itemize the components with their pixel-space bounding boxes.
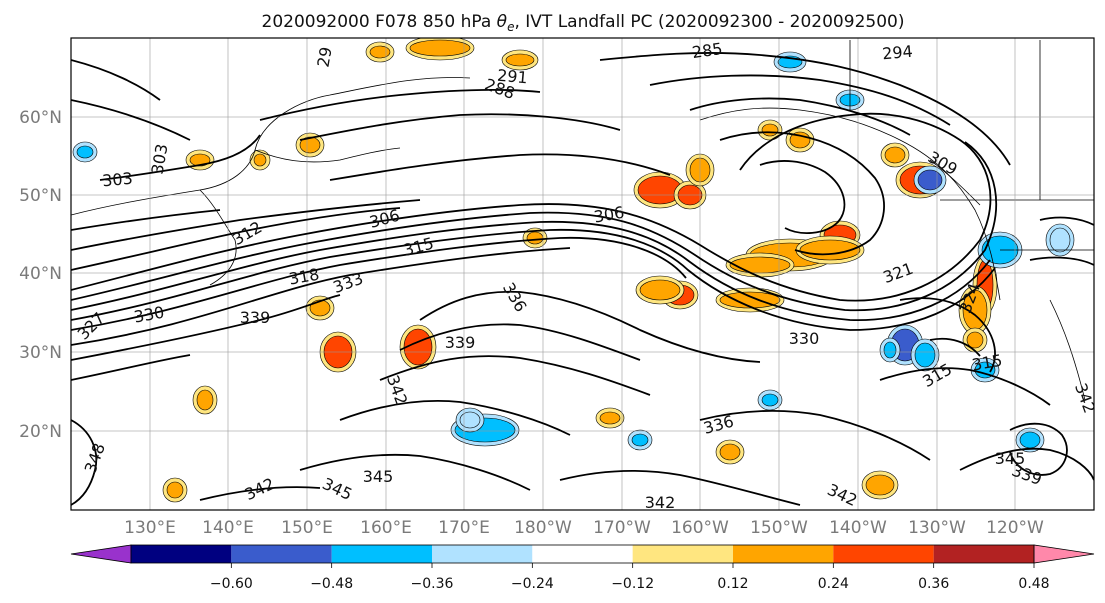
colorbar-tick-label: 0.24 (818, 576, 849, 592)
lat-tick-label: 60°N (19, 108, 62, 128)
anomaly-patch (166, 481, 184, 499)
contour-label: 339 (240, 308, 271, 327)
gridlines (71, 38, 1094, 510)
title-prefix: 2020092000 F078 850 hPa (262, 12, 497, 32)
contour-label: 330 (789, 329, 820, 348)
colorbar-tick-label: −0.36 (411, 576, 454, 592)
lat-tick-label: 20°N (19, 422, 62, 442)
contour-label: 294 (881, 42, 913, 64)
anomaly-patch (639, 279, 681, 301)
colorbar-segment (131, 545, 232, 563)
map-frame (70, 37, 1095, 511)
contour-label: 339 (445, 333, 476, 352)
longitude-labels: 130°E 140°E 150°E 160°E 170°E 180°W 170°W 160°W… (124, 518, 1044, 538)
lon-tick-label: 160°E (360, 518, 412, 538)
anomaly-patch (761, 393, 779, 407)
anomaly-patch (1019, 431, 1041, 449)
anomaly-patch (865, 474, 895, 496)
colorbar-segment (933, 545, 1034, 563)
anomaly-patch (966, 331, 984, 349)
title-suffix: , IVT Landfall PC (2020092300 - 20200925… (514, 12, 904, 32)
anomaly-patch (189, 153, 211, 167)
colorbar-segment (632, 545, 733, 563)
colorbar-segment (432, 545, 533, 563)
contour-label: 285 (691, 39, 724, 62)
colorbar-segment (331, 545, 432, 563)
anomaly-patch (883, 341, 897, 359)
contour-label: 345 (363, 467, 394, 486)
anomaly-patch (409, 39, 471, 57)
anomaly-patch (719, 443, 741, 461)
anomaly-patch (974, 361, 996, 379)
lon-tick-label: 140°W (829, 518, 887, 538)
coastlines (71, 40, 1094, 401)
colorbar-tick-label: 0.36 (918, 576, 949, 592)
lon-tick-label: 130°E (124, 518, 176, 538)
anomaly-patch (526, 231, 544, 245)
anomaly-patch (403, 328, 433, 366)
latitude-labels: 60°N 50°N 40°N 30°N 20°N (19, 108, 62, 442)
colorbar-tick-label: −0.48 (310, 576, 353, 592)
anomaly-shading (72, 38, 1075, 503)
anomaly-patch (309, 299, 331, 317)
colorbar-tick-label: 0.12 (717, 576, 748, 592)
lon-tick-label: 120°W (986, 518, 1044, 538)
lon-tick-label: 180°W (514, 518, 572, 538)
anomaly-patch (761, 123, 779, 137)
figure-title: 2020092000 F078 850 hPa θe, IVT Landfall… (262, 12, 905, 34)
anomaly-patch (76, 145, 94, 159)
colorbar-segment (231, 545, 332, 563)
anomaly-patch (729, 256, 791, 274)
colorbar-tick-label: −0.24 (511, 576, 554, 592)
lon-tick-label: 150°E (281, 518, 333, 538)
colorbar-outline (130, 544, 1035, 564)
theta-e-contours (71, 52, 1094, 506)
lat-tick-label: 50°N (19, 186, 62, 206)
colorbar-segment (532, 545, 633, 563)
colorbar-tick-label: 0.48 (1018, 576, 1049, 592)
anomaly-patch (917, 169, 943, 191)
anomaly-patch (299, 136, 321, 154)
lon-tick-label: 170°E (438, 518, 490, 538)
colorbar: −0.60 −0.48 −0.36 −0.24 −0.12 0.12 0.24 0.36 0.4… (70, 544, 1095, 592)
colorbar-tick-label: −0.60 (210, 576, 253, 592)
title-theta: θ (497, 12, 508, 32)
anomaly-patch (799, 239, 861, 261)
anomaly-patch (253, 153, 267, 167)
contour-label: 342 (645, 493, 676, 512)
colorbar-extend-high (1033, 544, 1095, 564)
map-background (71, 38, 1094, 510)
anomaly-patch (196, 389, 214, 411)
lat-tick-label: 30°N (19, 343, 62, 363)
anomaly-patch (1049, 227, 1071, 253)
anomaly-patch (914, 342, 936, 368)
contour-label: 303 (101, 169, 133, 191)
lon-tick-label: 160°W (671, 518, 729, 538)
lon-tick-label: 150°W (750, 518, 808, 538)
anomaly-patch (884, 146, 906, 164)
lon-tick-label: 140°E (202, 518, 254, 538)
anomaly-patch (631, 433, 649, 447)
colorbar-extend-low (70, 544, 132, 564)
anomaly-patch (719, 291, 781, 309)
lat-tick-label: 40°N (19, 264, 62, 284)
anomaly-patch (599, 411, 621, 425)
title-subscript: e (507, 20, 514, 34)
contour-label: 345 (995, 449, 1026, 468)
contour-label: 291 (496, 66, 528, 88)
anomaly-patch (505, 53, 535, 67)
anomaly-patch (369, 45, 391, 59)
colorbar-segment (733, 545, 834, 563)
lon-tick-label: 130°W (908, 518, 966, 538)
lon-tick-label: 170°W (593, 518, 651, 538)
colorbar-segment (833, 545, 934, 563)
colorbar-tick-label: −0.12 (611, 576, 654, 592)
anomaly-patch (459, 411, 481, 429)
contour-label: 29 (313, 45, 335, 68)
